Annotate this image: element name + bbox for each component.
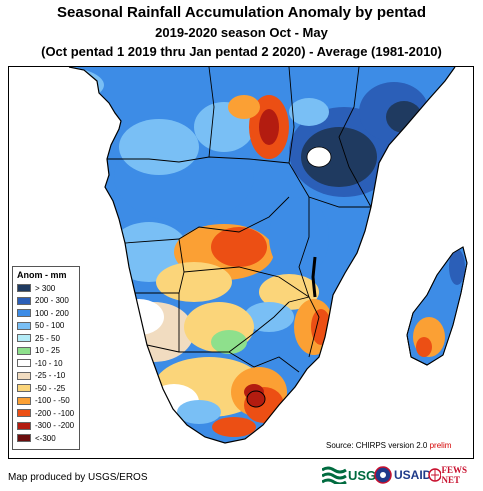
usaid-seal-icon (374, 466, 392, 484)
fewsnet-logo-text: FEWS NET (441, 465, 468, 485)
lesotho (246, 390, 266, 408)
legend-label: 10 - 25 (35, 346, 60, 356)
map-subtitle: 2019-2020 season Oct - May (155, 25, 328, 40)
legend-label: 25 - 50 (35, 333, 60, 343)
legend-label: > 300 (35, 283, 56, 293)
fewsnet-logo: FEWS NET (428, 462, 483, 488)
legend-swatch (17, 346, 31, 355)
legend-item: -50 - -25 (17, 382, 75, 395)
legend-item: <-300 (17, 432, 75, 445)
legend-swatch (17, 334, 31, 343)
legend-swatch (17, 384, 31, 393)
legend-item: -10 - 10 (17, 357, 75, 370)
legend-label: -200 - -100 (35, 408, 75, 418)
legend-title: Anom - mm (17, 270, 67, 280)
legend-label: -300 - -200 (35, 421, 75, 431)
legend-item: 100 - 200 (17, 307, 75, 320)
legend-item: -100 - -50 (17, 395, 75, 408)
legend-swatch (17, 296, 31, 305)
usaid-logo-text: USAID (394, 468, 432, 482)
legend-swatch (17, 359, 31, 368)
anomaly-fields (9, 67, 429, 437)
map-title: Seasonal Rainfall Accumulation Anomaly b… (57, 4, 426, 21)
legend-item: -25 - -10 (17, 370, 75, 383)
legend-swatch (17, 396, 31, 405)
legend-swatch (17, 371, 31, 380)
credit-text: Map produced by USGS/EROS (8, 472, 148, 483)
legend-item: -200 - -100 (17, 407, 75, 420)
legend-item: 10 - 25 (17, 345, 75, 358)
legend-label: 200 - 300 (35, 296, 69, 306)
map-period: (Oct pentad 1 2019 thru Jan pentad 2 202… (41, 44, 442, 59)
legend-label: 50 - 100 (35, 321, 65, 331)
map-frame (8, 66, 474, 459)
legend-label: 100 - 200 (35, 308, 69, 318)
legend-label: -50 - -25 (35, 383, 66, 393)
legend-swatch (17, 421, 31, 430)
fewsnet-globe-icon (428, 468, 441, 482)
lake-malawi (311, 256, 317, 298)
legend-swatch (17, 409, 31, 418)
legend-item: 25 - 50 (17, 332, 75, 345)
usgs-wave-icon (322, 466, 347, 484)
source-note: Source: CHIRPS version 2.0 prelim (326, 441, 451, 450)
legend-item: -300 - -200 (17, 420, 75, 433)
legend-item: 50 - 100 (17, 320, 75, 333)
source-prelim: prelim (429, 441, 452, 450)
legend-label: -10 - 10 (35, 358, 63, 368)
legend-swatch (17, 321, 31, 330)
legend-item: > 300 (17, 282, 75, 295)
anomaly-map (9, 67, 468, 444)
legend-label: -25 - -10 (35, 371, 66, 381)
legend-label: -100 - -50 (35, 396, 70, 406)
usaid-logo: USAID (374, 462, 431, 488)
legend-item: 200 - 300 (17, 295, 75, 308)
country-borders (107, 67, 372, 373)
legend-swatch (17, 284, 31, 293)
legend: Anom - mm > 300 200 - 300 100 - 200 50 - 10… (12, 266, 80, 450)
legend-swatch (17, 434, 31, 443)
legend-swatch (17, 309, 31, 318)
coastline (68, 67, 456, 444)
source-text: Source: CHIRPS version 2.0 (326, 441, 428, 450)
legend-label: <-300 (35, 433, 56, 443)
legend-rows: > 300 200 - 300 100 - 200 50 - 100 25 - 50 10… (17, 282, 75, 445)
lake-victoria (306, 146, 332, 168)
